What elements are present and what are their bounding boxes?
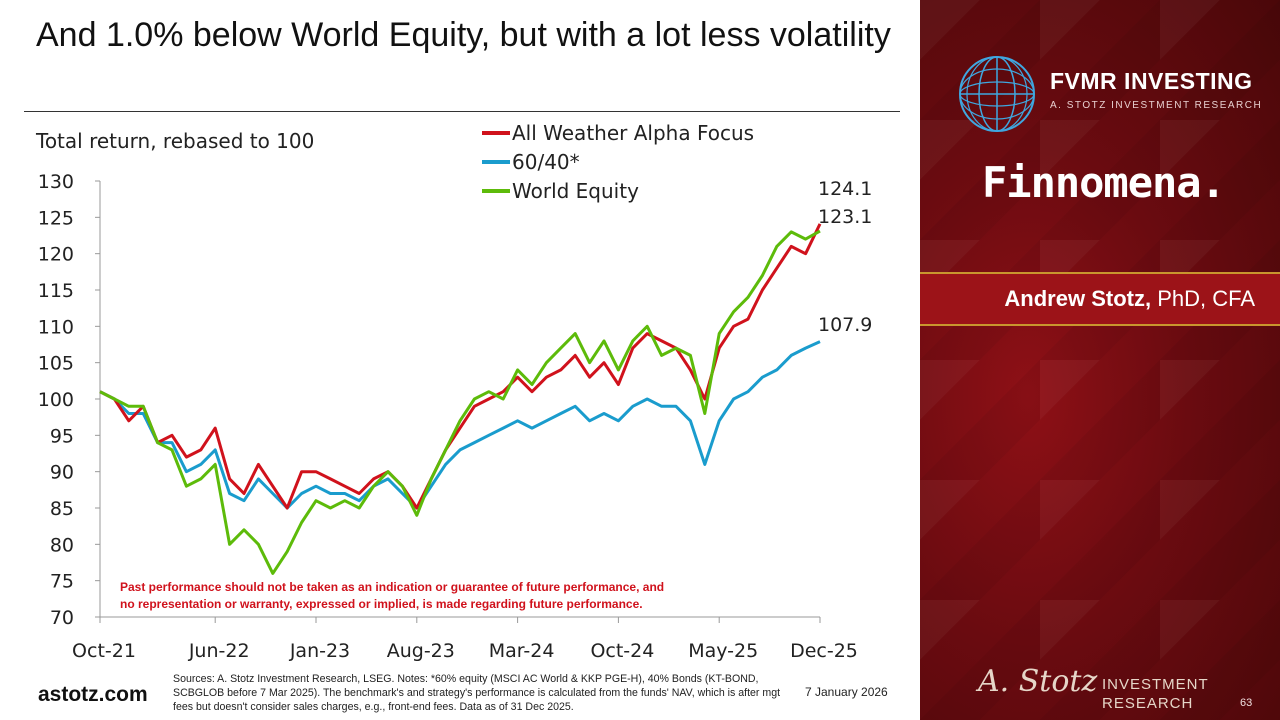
finnomena-logo: Finnomena. (982, 158, 1226, 207)
end-value-label: 124.1 (818, 178, 872, 200)
legend-label-2: World Equity (512, 179, 639, 203)
end-value-label: 107.9 (818, 314, 872, 336)
brand-sidebar: FVMR INVESTING A. STOTZ INVESTMENT RESEA… (920, 0, 1280, 720)
chart-legend: All Weather Alpha Focus 60/40* World Equit… (482, 121, 754, 203)
footer-source-notes: Sources: A. Stotz Investment Research, L… (173, 673, 781, 713)
y-tick-label: 95 (50, 425, 74, 447)
investment-research-line-2: RESEARCH (1102, 695, 1194, 712)
series-line-1 (99, 340, 821, 510)
y-tick-label: 70 (50, 607, 74, 629)
y-tick-label: 125 (38, 207, 74, 229)
y-tick-label: 80 (50, 534, 74, 556)
legend-label-0: All Weather Alpha Focus (512, 121, 754, 145)
disclaimer-line-1: Past performance should not be taken as … (120, 580, 664, 594)
x-axis: Oct-21 Jun-22 Jan-23 Aug-23 Mar-24 Oct-24 May-… (72, 616, 858, 662)
slide-title: And 1.0% below World Equity, but with a … (36, 16, 891, 54)
signature-logo: A. Stotz (978, 664, 1098, 699)
presenter-name: Andrew Stotz, PhD, CFA (1004, 286, 1255, 312)
page-number: 63 (1240, 697, 1253, 709)
x-tick-label: Aug-23 (387, 640, 455, 662)
end-value-label: 123.1 (818, 206, 872, 228)
x-tick-label: Dec-25 (790, 640, 858, 662)
y-tick-label: 105 (38, 353, 74, 375)
x-tick-label: May-25 (688, 640, 758, 662)
investment-research-line-1: INVESTMENT (1102, 676, 1209, 693)
series-line-2 (99, 229, 821, 575)
chart-subtitle: Total return, rebased to 100 (35, 129, 314, 153)
presenter-credentials: PhD, CFA (1151, 286, 1255, 311)
footer-website[interactable]: astotz.com (38, 683, 148, 706)
y-axis: 70 75 80 85 90 95 100 105 110 115 120 125 130 (38, 171, 101, 629)
end-labels: 124.1 123.1 107.9 (818, 178, 872, 336)
y-tick-label: 110 (38, 316, 74, 338)
presenter-band: Andrew Stotz, PhD, CFA (920, 272, 1280, 326)
y-tick-label: 130 (38, 171, 74, 193)
x-tick-label: Jan-23 (289, 640, 350, 662)
y-tick-label: 75 (50, 571, 74, 593)
legend-label-1: 60/40* (512, 150, 580, 174)
y-tick-label: 120 (38, 244, 74, 266)
y-tick-label: 115 (38, 280, 74, 302)
x-tick-label: Oct-24 (590, 640, 654, 662)
title-divider (24, 111, 900, 112)
x-tick-label: Oct-21 (72, 640, 136, 662)
sidebar-texture (920, 0, 1280, 720)
presenter-name-bold: Andrew Stotz, (1004, 286, 1152, 311)
footer-date: 7 January 2026 (805, 685, 888, 699)
x-tick-label: Jun-22 (188, 640, 250, 662)
y-tick-label: 100 (38, 389, 74, 411)
globe-logo-icon (959, 56, 1035, 132)
y-tick-label: 85 (50, 498, 74, 520)
line-chart: Total return, rebased to 100 70 75 80 85 90 9… (35, 121, 872, 662)
brand-subtitle: A. STOTZ INVESTMENT RESEARCH (1050, 100, 1263, 111)
x-tick-label: Mar-24 (489, 640, 555, 662)
brand-name: FVMR INVESTING (1050, 68, 1253, 94)
y-tick-label: 90 (50, 462, 74, 484)
series-lines (99, 223, 822, 575)
disclaimer-line-2: no representation or warranty, expressed… (120, 597, 643, 611)
